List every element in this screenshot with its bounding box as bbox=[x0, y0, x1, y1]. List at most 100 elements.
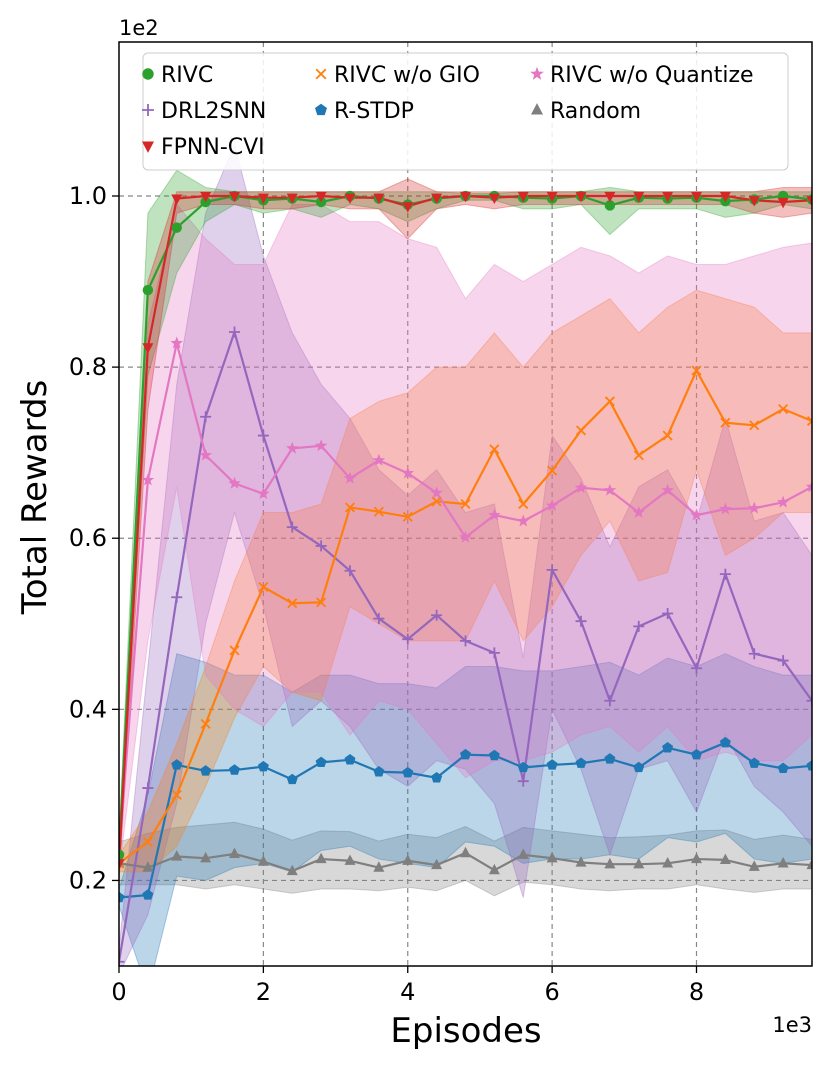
r-stdp-point bbox=[633, 761, 645, 773]
legend-marker-rivc bbox=[142, 68, 154, 80]
x-tick-label: 8 bbox=[689, 978, 704, 1006]
x-tick-label: 6 bbox=[544, 978, 559, 1006]
random-point bbox=[286, 864, 298, 876]
random-point bbox=[546, 851, 558, 863]
rivc-w-o-gio-point bbox=[258, 581, 269, 593]
rivc-w-o-gio-point bbox=[547, 465, 558, 476]
x-offset-label: 1e3 bbox=[772, 1013, 812, 1037]
y-tick-label: 0.2 bbox=[69, 866, 107, 894]
y-offset-label: 1e2 bbox=[119, 16, 159, 40]
fpnn-cvi-point bbox=[748, 196, 760, 207]
drl2snn-point bbox=[517, 775, 529, 787]
r-stdp-point bbox=[662, 742, 674, 753]
rivc-w-o-gio-point bbox=[662, 430, 673, 441]
rivc-w-o-gio-point bbox=[778, 403, 789, 415]
rivc-w-o-gio-point bbox=[287, 598, 298, 609]
r-stdp-point bbox=[229, 764, 240, 775]
drl2snn-point bbox=[546, 564, 558, 576]
fpnn-cvi-point bbox=[633, 191, 645, 203]
fpnn-cvi-point bbox=[662, 191, 674, 203]
random-point bbox=[488, 863, 500, 875]
fpnn-cvi-band bbox=[119, 178, 812, 881]
series-markers bbox=[119, 190, 812, 966]
rivc-w-o-gio-point bbox=[575, 425, 587, 436]
r-stdp-point bbox=[431, 772, 443, 783]
random-point bbox=[171, 850, 183, 861]
drl2snn-point bbox=[719, 568, 731, 580]
r-stdp-point bbox=[691, 748, 702, 760]
r-stdp-point bbox=[806, 760, 812, 771]
random-point bbox=[604, 857, 616, 869]
y-tick-label: 0.6 bbox=[69, 524, 107, 552]
fpnn-cvi-point bbox=[229, 191, 240, 203]
legend-label-rivc-w-o-quantize: RIVC w/o Quantize bbox=[550, 63, 754, 88]
drl2snn-point bbox=[171, 591, 183, 603]
drl2snn-point bbox=[257, 430, 269, 442]
legend-marker-drl2snn bbox=[142, 104, 154, 116]
random-point bbox=[691, 852, 702, 864]
rivc-w-o-gio-point bbox=[402, 511, 413, 522]
rivc-w-o-quantize-point bbox=[141, 473, 155, 486]
rivc-w-o-quantize-point bbox=[228, 476, 241, 489]
x-tick-label: 0 bbox=[111, 978, 126, 1006]
r-stdp-point bbox=[373, 766, 385, 777]
random-point bbox=[719, 853, 731, 865]
legend-label-fpnn-cvi: FPNN-CVI bbox=[161, 135, 265, 160]
rivc-w-o-gio-point bbox=[691, 365, 702, 376]
r-stdp-band bbox=[119, 653, 812, 966]
rivc-w-o-gio-point bbox=[431, 496, 442, 507]
rivc-w-o-quantize-point bbox=[719, 502, 732, 515]
r-stdp-point bbox=[286, 773, 298, 785]
fpnn-cvi-point bbox=[171, 194, 183, 205]
drl2snn-point bbox=[431, 609, 443, 621]
rivc-w-o-quantize-point bbox=[545, 499, 559, 512]
rivc-w-o-gio-point bbox=[344, 502, 356, 513]
x-axis-label: Episodes bbox=[390, 1011, 541, 1051]
fpnn-cvi-point bbox=[402, 202, 414, 213]
r-stdp-point bbox=[142, 889, 154, 900]
rivc-w-o-gio-point bbox=[489, 444, 500, 455]
random-point bbox=[806, 858, 812, 870]
fpnn-cvi-point bbox=[344, 193, 356, 205]
r-stdp-point bbox=[257, 760, 269, 772]
random-point bbox=[517, 848, 529, 859]
r-stdp-point bbox=[777, 762, 789, 774]
rivc-point bbox=[604, 200, 616, 211]
rivc-w-o-quantize-point bbox=[401, 466, 415, 479]
y-axis-label: Total Rewards bbox=[15, 380, 55, 616]
rivc-w-o-quantize-point bbox=[257, 487, 270, 500]
drl2snn-point bbox=[229, 326, 240, 338]
r-stdp-point bbox=[315, 756, 327, 768]
fpnn-cvi-point bbox=[286, 193, 298, 205]
rivc-w-o-gio-point bbox=[604, 396, 615, 407]
rivc-w-o-gio-point bbox=[749, 420, 760, 431]
fpnn-cvi-point bbox=[604, 191, 616, 203]
legend-label-random: Random bbox=[550, 99, 641, 124]
fpnn-cvi-point bbox=[315, 191, 327, 203]
fpnn-cvi-point bbox=[257, 193, 269, 205]
legend-marker-fpnn-cvi bbox=[142, 141, 154, 153]
x-tick-label: 2 bbox=[256, 978, 271, 1006]
fpnn-cvi-point bbox=[200, 191, 212, 203]
drl2snn-point bbox=[633, 620, 645, 632]
drl2snn-point bbox=[488, 647, 500, 659]
rivc-point bbox=[142, 284, 154, 296]
random-point bbox=[142, 861, 154, 872]
rivc-band bbox=[119, 169, 812, 872]
fpnn-cvi-point bbox=[431, 193, 443, 205]
r-stdp-point bbox=[604, 753, 616, 764]
drl2snn-point bbox=[286, 521, 298, 533]
random-point bbox=[662, 857, 674, 868]
fpnn-cvi-point bbox=[719, 191, 731, 203]
fpnn-cvi-point bbox=[575, 191, 587, 203]
fpnn-cvi-point bbox=[460, 191, 471, 203]
drl2snn-point bbox=[604, 695, 616, 707]
y-tick-label: 1.0 bbox=[69, 182, 107, 210]
r-stdp-point bbox=[719, 736, 731, 748]
fpnn-cvi-point bbox=[119, 859, 125, 870]
legend-label-drl2snn: DRL2SNN bbox=[161, 99, 266, 124]
fpnn-cvi-point bbox=[806, 196, 812, 207]
legend-label-r-stdp: R-STDP bbox=[334, 99, 414, 124]
rivc-w-o-quantize-point bbox=[488, 508, 501, 521]
